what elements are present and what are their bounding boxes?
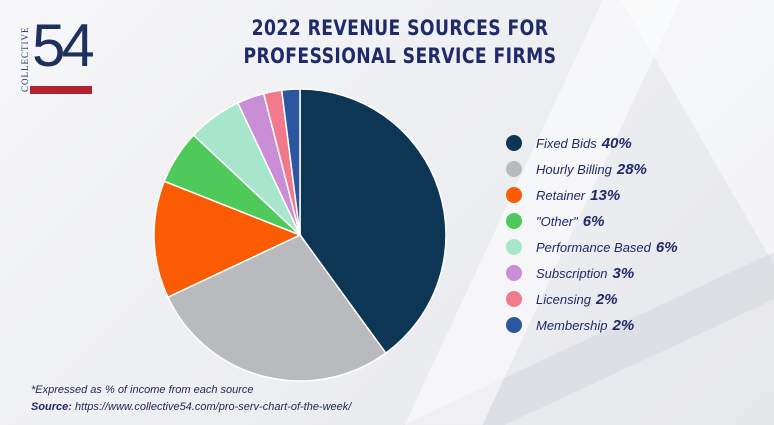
legend-item-licensing: Licensing 2% <box>506 286 766 312</box>
legend-item-other: "Other" 6% <box>506 208 766 234</box>
legend-item-hourly-billing: Hourly Billing 28% <box>506 156 766 182</box>
legend-label: Subscription <box>536 265 608 281</box>
legend-value: 40% <box>601 134 632 152</box>
legend-label: Hourly Billing <box>536 161 612 177</box>
legend-item-subscription: Subscription 3% <box>506 260 766 286</box>
pie-chart <box>153 88 447 382</box>
legend-item-performance-based: Performance Based 6% <box>506 234 766 260</box>
legend-label: Fixed Bids <box>536 135 597 151</box>
chart-title: 2022 REVENUE SOURCES FOR PROFESSIONAL SE… <box>220 14 581 70</box>
legend-swatch <box>506 187 522 203</box>
logo-number: 54 <box>32 12 95 79</box>
source-label: Source: <box>31 401 72 413</box>
legend-value: 3% <box>612 264 635 282</box>
legend-value: 2% <box>595 290 618 308</box>
legend-swatch <box>506 291 522 307</box>
chart-title-line-1: 2022 REVENUE SOURCES FOR <box>251 16 549 40</box>
collective54-logo: COLLECTIVE 54 <box>20 16 95 100</box>
legend-value: 13% <box>590 186 621 204</box>
legend-item-membership: Membership 2% <box>506 312 766 338</box>
legend-value: 2% <box>612 316 635 334</box>
legend-swatch <box>506 265 522 281</box>
pie-slice-hourly-billing <box>166 234 387 382</box>
legend-value: 28% <box>616 160 647 178</box>
legend-item-retainer: Retainer 13% <box>506 182 766 208</box>
chart-title-line-2: PROFESSIONAL SERVICE FIRMS <box>243 44 557 68</box>
source-url: https://www.collective54.com/pro-serv-ch… <box>75 401 352 413</box>
legend-label: Licensing <box>536 291 591 307</box>
pie-slice-retainer <box>153 180 302 299</box>
legend-label: Performance Based <box>536 239 651 255</box>
legend-label: Membership <box>536 317 608 333</box>
chart-legend: Fixed Bids 40% Hourly Billing 28% Retainer 13… <box>506 130 766 338</box>
legend-label: "Other" <box>536 213 578 229</box>
legend-swatch <box>506 317 522 333</box>
legend-swatch <box>506 239 522 255</box>
legend-swatch <box>506 135 522 151</box>
logo-wordmark: COLLECTIVE <box>20 26 30 93</box>
pie-slice-membership <box>280 88 301 236</box>
legend-label: Retainer <box>536 187 586 203</box>
legend-swatch <box>506 213 522 229</box>
logo-underline-bar <box>30 86 92 94</box>
source-line: Source: https://www.collective54.com/pro… <box>31 401 351 413</box>
legend-item-fixed-bids: Fixed Bids 40% <box>506 130 766 156</box>
legend-value: 6% <box>582 212 605 230</box>
legend-swatch <box>506 161 522 177</box>
footnote: *Expressed as % of income from each sour… <box>31 384 254 396</box>
pie-slice-fixed-bids <box>299 88 447 355</box>
legend-value: 6% <box>655 238 678 256</box>
